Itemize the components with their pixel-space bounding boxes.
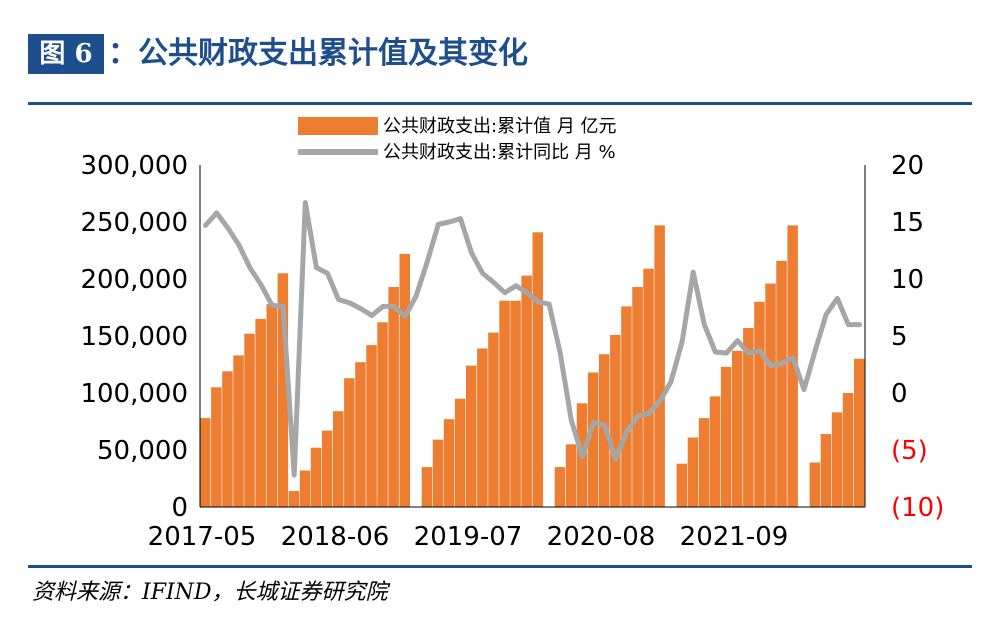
bar	[621, 306, 632, 507]
bar	[698, 418, 710, 507]
bar	[255, 318, 266, 507]
y-left-tick-label: 50,000	[97, 436, 188, 466]
bar	[222, 371, 233, 507]
y-left-tick-label: 0	[171, 493, 188, 523]
bar	[809, 462, 821, 507]
figure-number: 图 6	[39, 39, 93, 69]
bar	[344, 378, 355, 507]
x-tick-label: 2018-06	[281, 522, 390, 552]
bar	[310, 447, 322, 507]
chart: 公共财政支出:累计值 月 亿元 公共财政支出:累计同比 月 % 0 50,000 1…	[80, 116, 944, 552]
bar	[632, 287, 643, 507]
y-left-tick-label: 200,000	[80, 265, 188, 295]
bar	[787, 225, 798, 507]
bar	[842, 393, 854, 507]
figure-number-badge: 图 6	[28, 34, 104, 74]
y-right-tick-label: 15	[891, 208, 924, 238]
bar	[510, 300, 521, 507]
bar	[432, 439, 444, 507]
bar	[443, 419, 455, 507]
bar	[554, 467, 566, 507]
y-right-tick-labels: (10) (5) 0 5 10 15 20	[891, 151, 944, 523]
bar	[288, 491, 300, 507]
bar	[266, 304, 277, 507]
chart-title: 公共财政支出累计值及其变化	[138, 36, 528, 71]
bar	[333, 411, 344, 507]
bar	[610, 334, 621, 507]
y-right-tick-label: 10	[891, 265, 924, 295]
y-left-tick-labels: 0 50,000 100,000 150,000 200,000 250,000 300,0…	[80, 151, 188, 523]
y-right-tick-label: 0	[891, 379, 908, 409]
bar	[421, 467, 433, 507]
bar	[565, 444, 577, 507]
legend-bar-swatch	[298, 117, 378, 135]
bar	[454, 398, 466, 507]
bar	[765, 283, 776, 507]
bar	[233, 355, 244, 507]
bar	[499, 300, 510, 507]
source-note: 资料来源：IFIND，长城证券研究院	[32, 580, 388, 605]
bar	[532, 232, 543, 508]
bar	[720, 366, 732, 507]
bar	[776, 260, 787, 507]
bar	[743, 328, 754, 507]
bar	[211, 387, 222, 507]
x-tick-label: 2021-09	[680, 522, 789, 552]
bar	[853, 358, 865, 507]
bar	[200, 418, 211, 507]
x-tick-label: 2020-08	[547, 522, 656, 552]
bar	[676, 463, 688, 507]
x-tick-labels: 2017-05 2018-06 2019-07 2020-08 2021-09	[148, 522, 789, 552]
bar	[587, 372, 599, 507]
bar	[244, 333, 255, 507]
legend-bar-label: 公共财政支出:累计值 月 亿元	[383, 116, 617, 137]
bar	[732, 350, 743, 507]
y-left-tick-label: 300,000	[80, 151, 188, 181]
y-left-tick-label: 150,000	[80, 322, 188, 352]
bar	[477, 348, 488, 507]
y-left-tick-label: 100,000	[80, 379, 188, 409]
bar	[399, 253, 410, 507]
bar	[366, 345, 377, 507]
bar	[377, 322, 388, 507]
bottom-divider	[28, 565, 972, 568]
y-right-tick-label: 5	[891, 322, 908, 352]
yoy-line-series	[203, 200, 862, 478]
y-left-tick-label: 250,000	[80, 208, 188, 238]
bar	[831, 412, 843, 507]
bar	[321, 430, 333, 507]
top-divider	[28, 102, 972, 105]
bar	[643, 268, 654, 507]
bar	[388, 287, 399, 507]
bar	[654, 225, 665, 507]
bar	[820, 434, 832, 507]
page-title: ：公共财政支出累计值及其变化	[108, 36, 528, 71]
y-right-tick-label: (10)	[891, 493, 944, 523]
bar	[521, 275, 532, 507]
x-tick-label: 2017-05	[148, 522, 257, 552]
bar	[299, 470, 311, 507]
bar	[355, 362, 366, 507]
bar	[277, 273, 289, 507]
bar-series	[200, 225, 865, 508]
x-tick-label: 2019-07	[414, 522, 523, 552]
legend-line-label: 公共财政支出:累计同比 月 %	[383, 142, 616, 163]
bar	[488, 332, 499, 507]
bar	[466, 365, 477, 507]
bar	[709, 396, 721, 507]
bar	[754, 301, 765, 507]
bar	[687, 437, 699, 507]
legend: 公共财政支出:累计值 月 亿元 公共财政支出:累计同比 月 %	[298, 116, 617, 163]
y-right-tick-label: 20	[891, 151, 924, 181]
y-right-tick-label: (5)	[891, 436, 928, 466]
